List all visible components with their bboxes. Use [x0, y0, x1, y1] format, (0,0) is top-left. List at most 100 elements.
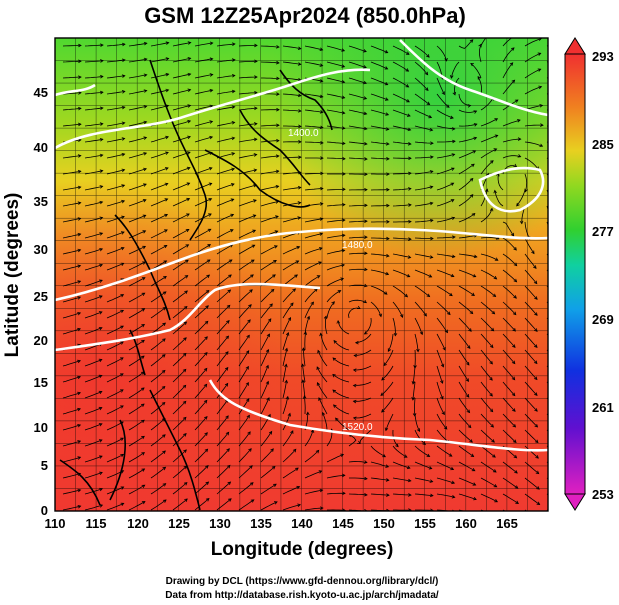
streamline-arrowhead — [298, 124, 302, 129]
x-axis-ticks: 110 115 120 125 130 135 140 145 150 155 … — [45, 516, 518, 531]
streamline-arrowhead — [228, 274, 232, 278]
streamline-arrowhead — [297, 46, 302, 50]
streamline-segment — [414, 413, 420, 432]
streamline-segment — [84, 359, 102, 367]
streamline-arrowhead — [386, 493, 390, 497]
streamline-segment — [326, 454, 344, 463]
streamline-segment — [62, 265, 81, 271]
streamline-arrowhead — [141, 292, 146, 296]
streamline-arrowhead — [469, 310, 474, 315]
streamline-segment — [282, 246, 300, 255]
streamline-segment — [392, 493, 412, 496]
streamline-arrowhead — [468, 328, 472, 332]
streamline-arrowhead — [141, 501, 146, 505]
streamline-segment — [172, 465, 187, 479]
streamline-arrowhead — [320, 506, 324, 510]
streamline-arrowhead — [428, 114, 433, 119]
streamline-segment — [303, 348, 306, 367]
streamline-arrowhead — [491, 439, 495, 443]
streamline-segment — [524, 141, 543, 147]
streamline-arrowhead — [204, 320, 209, 325]
streamline-arrowhead — [267, 413, 271, 418]
streamline-arrowhead — [306, 411, 310, 416]
streamline-arrowhead — [321, 411, 326, 416]
streamline-arrowhead — [489, 207, 494, 212]
streamline-arrowhead — [99, 185, 104, 189]
streamline-segment — [355, 333, 372, 344]
streamline-segment — [480, 333, 494, 348]
streamline-segment — [172, 120, 191, 127]
streamline-arrowhead — [534, 392, 538, 397]
streamline-arrowhead — [514, 35, 517, 38]
streamline-segment — [348, 204, 368, 207]
streamline-arrowhead — [556, 297, 559, 300]
streamline-segment — [128, 199, 147, 207]
streamline-segment — [304, 395, 306, 415]
x-tick-label: 155 — [414, 516, 436, 531]
streamline-segment — [392, 109, 411, 117]
streamline-arrowhead — [512, 344, 516, 349]
streamline-segment — [106, 310, 124, 319]
streamline-segment — [172, 198, 190, 207]
streamline-arrowhead — [393, 332, 398, 337]
streamline-segment — [128, 371, 145, 383]
streamline-segment — [333, 340, 350, 351]
colorbar-bottom-arrow — [564, 493, 586, 511]
streamline-arrowhead — [164, 182, 169, 187]
streamline-segment — [392, 172, 412, 175]
streamline-arrowhead — [429, 493, 434, 498]
streamline-arrowhead — [352, 368, 357, 373]
streamline-arrowhead — [342, 187, 346, 192]
streamline-segment — [62, 312, 81, 319]
streamline-arrowhead — [469, 193, 474, 198]
streamline-segment — [436, 236, 456, 239]
streamline-segment — [458, 461, 475, 472]
streamline-segment — [84, 107, 103, 111]
streamline-segment — [150, 136, 169, 143]
streamline-arrowhead — [441, 411, 445, 416]
streamline-segment — [458, 109, 477, 113]
streamline-arrowhead — [474, 512, 477, 515]
streamline-arrowhead — [429, 218, 434, 223]
streamline-arrowhead — [99, 106, 104, 111]
streamline-segment — [194, 336, 208, 351]
geopotential-contours — [55, 39, 548, 452]
streamline-segment — [282, 61, 301, 65]
streamline-segment — [62, 392, 81, 399]
streamline-arrowhead — [77, 375, 81, 380]
streamline-arrowhead — [265, 364, 269, 369]
y-tick-label: 35 — [34, 194, 48, 209]
colorbar-top-arrow — [564, 37, 586, 55]
streamline-arrowhead — [467, 424, 472, 429]
streamline-arrowhead — [493, 484, 498, 488]
streamline-arrowhead — [451, 480, 456, 485]
streamline-segment — [62, 456, 81, 463]
streamline-arrowhead — [340, 453, 345, 457]
streamline-arrowhead — [246, 398, 250, 402]
streamline-segment — [524, 173, 528, 192]
streamline-segment — [106, 437, 124, 447]
streamline-segment — [150, 89, 169, 95]
streamline-segment — [282, 486, 300, 495]
streamline-segment — [106, 454, 124, 463]
streamline-arrowhead — [121, 42, 126, 47]
streamline-segment — [62, 424, 81, 431]
streamline-segment — [412, 365, 416, 384]
streamline-arrowhead — [450, 466, 455, 471]
streamline-arrowhead — [473, 496, 477, 501]
streamline-arrowhead — [533, 376, 538, 381]
x-tick-label: 125 — [168, 516, 190, 531]
streamline-arrowhead — [161, 385, 166, 390]
streamline-segment — [414, 237, 433, 239]
streamline-arrowhead — [342, 156, 346, 161]
streamline-arrowhead — [337, 290, 342, 294]
streamline-arrowhead — [540, 123, 544, 127]
streamline-segment — [260, 333, 270, 351]
streamline-arrowhead — [268, 430, 273, 435]
streamline-segment — [480, 397, 493, 412]
streamline-segment — [326, 61, 345, 68]
streamline-segment — [260, 201, 279, 207]
streamline-segment — [480, 349, 493, 365]
streamline-segment — [238, 92, 257, 95]
